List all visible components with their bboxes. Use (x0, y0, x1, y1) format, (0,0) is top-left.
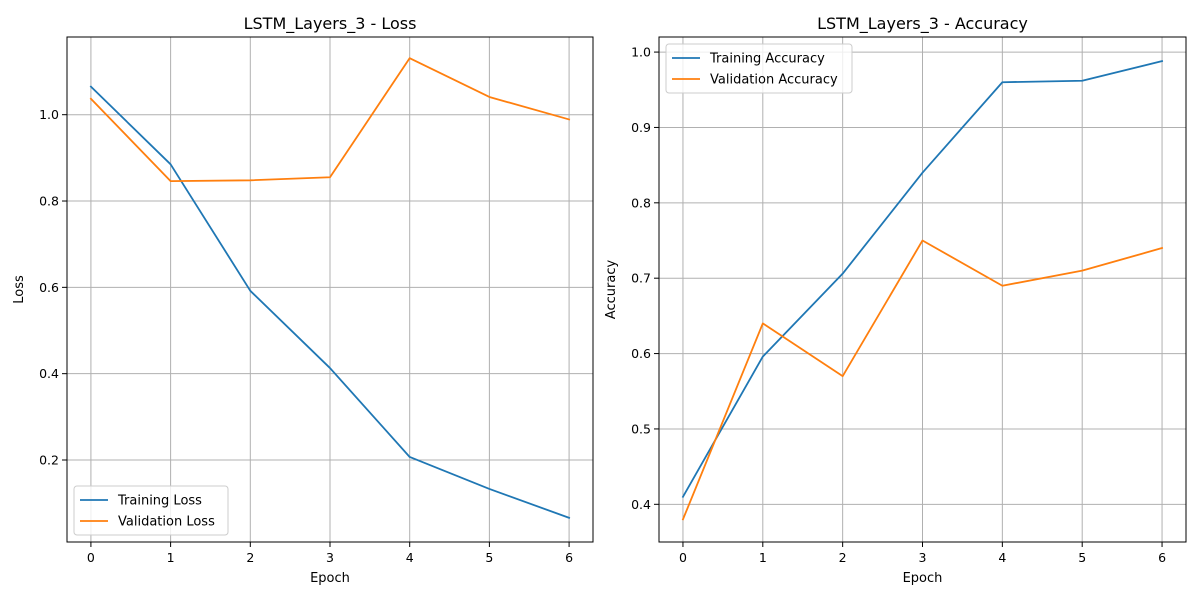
x-tick-label: 5 (1078, 550, 1086, 565)
y-tick-label: 0.5 (631, 421, 651, 436)
y-tick-label: 1.0 (39, 107, 59, 122)
series-line-training-loss (89, 85, 571, 519)
y-tick-label: 0.6 (631, 346, 651, 361)
legend: Training Accuracy Validation Accuracy (665, 43, 853, 94)
legend-box (665, 43, 853, 94)
x-tick-label: 6 (1158, 550, 1166, 565)
y-tick-label: 0.2 (39, 452, 59, 467)
y-tick-label: 0.6 (39, 280, 59, 295)
x-tick-label: 6 (565, 550, 573, 565)
x-tick-label: 1 (759, 550, 767, 565)
x-tick-label: 3 (326, 550, 334, 565)
x-tick-label: 5 (485, 550, 493, 565)
chart-title: LSTM_Layers_3 - Loss (244, 14, 417, 34)
x-tick-label: 2 (246, 550, 254, 565)
y-tick-label: 0.4 (631, 497, 651, 512)
chart-accuracy: 0 1 2 3 4 5 6 0.4 0.5 0.6 0.7 0.8 0.9 1.0 LSTM_Layers_… (604, 14, 1187, 586)
y-tick-label: 0.7 (631, 271, 651, 286)
y-tick-label: 0.8 (631, 195, 651, 210)
y-tick-label: 0.4 (39, 366, 59, 381)
y-axis-label: Accuracy (604, 260, 619, 320)
y-tick-label: 0.8 (39, 194, 59, 209)
legend-label: Validation Loss (118, 515, 215, 530)
legend-label: Training Accuracy (709, 52, 825, 67)
series-line-validation-loss (89, 57, 571, 183)
chart-title: LSTM_Layers_3 - Accuracy (817, 14, 1028, 34)
x-tick-label: 0 (87, 550, 95, 565)
x-tick-label: 3 (919, 550, 927, 565)
x-tick-label: 4 (406, 550, 414, 565)
chart-loss: 0 1 2 3 4 5 6 0.2 0.4 0.6 0.8 1.0 LSTM_Layers_3 - Lo… (12, 14, 594, 586)
x-axis-label: Epoch (903, 571, 943, 586)
y-tick-label: 0.9 (631, 120, 651, 135)
legend-label: Training Loss (117, 494, 202, 509)
legend: Training Loss Validation Loss (73, 485, 229, 536)
x-tick-label: 0 (679, 550, 687, 565)
legend-box (73, 485, 229, 536)
y-axis-label: Loss (12, 275, 27, 304)
series-line-validation-accuracy (681, 239, 1164, 521)
y-tick-label: 1.0 (631, 45, 651, 60)
x-tick-label: 4 (998, 550, 1006, 565)
legend-label: Validation Accuracy (710, 73, 838, 88)
series-line-training-accuracy (681, 60, 1164, 499)
x-axis-label: Epoch (310, 571, 350, 586)
x-tick-label: 1 (167, 550, 175, 565)
x-tick-label: 2 (839, 550, 847, 565)
